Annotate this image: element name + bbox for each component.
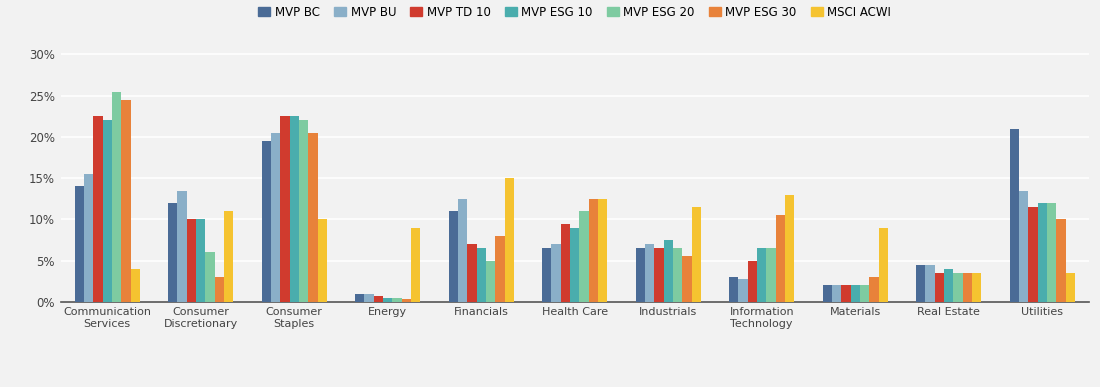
- Bar: [738, 279, 748, 302]
- Bar: [289, 116, 299, 302]
- Bar: [944, 269, 954, 302]
- Bar: [177, 190, 187, 302]
- Bar: [1019, 190, 1028, 302]
- Bar: [131, 269, 140, 302]
- Bar: [673, 248, 682, 302]
- Bar: [767, 248, 775, 302]
- Bar: [785, 195, 794, 302]
- Bar: [925, 265, 935, 302]
- Bar: [972, 273, 981, 302]
- Bar: [570, 228, 580, 302]
- Bar: [1047, 203, 1056, 302]
- Bar: [916, 265, 925, 302]
- Bar: [1056, 219, 1066, 302]
- Bar: [588, 199, 598, 302]
- Bar: [383, 298, 393, 302]
- Bar: [748, 260, 757, 302]
- Bar: [598, 199, 607, 302]
- Bar: [879, 228, 888, 302]
- Bar: [393, 298, 402, 302]
- Bar: [682, 257, 692, 302]
- Bar: [1066, 273, 1075, 302]
- Bar: [962, 273, 972, 302]
- Bar: [168, 203, 177, 302]
- Bar: [692, 207, 701, 302]
- Bar: [757, 248, 767, 302]
- Bar: [214, 277, 224, 302]
- Bar: [860, 285, 869, 302]
- Bar: [206, 252, 214, 302]
- Bar: [187, 219, 196, 302]
- Bar: [468, 244, 476, 302]
- Bar: [729, 277, 738, 302]
- Bar: [94, 116, 102, 302]
- Bar: [823, 285, 832, 302]
- Bar: [935, 273, 944, 302]
- Bar: [551, 244, 561, 302]
- Bar: [262, 141, 271, 302]
- Bar: [776, 215, 785, 302]
- Bar: [458, 199, 468, 302]
- Bar: [832, 285, 842, 302]
- Bar: [580, 211, 588, 302]
- Bar: [1037, 203, 1047, 302]
- Bar: [75, 187, 84, 302]
- Bar: [561, 224, 570, 302]
- Bar: [663, 240, 673, 302]
- Bar: [364, 294, 374, 302]
- Bar: [112, 92, 121, 302]
- Bar: [954, 273, 962, 302]
- Bar: [654, 248, 663, 302]
- Bar: [299, 120, 308, 302]
- Bar: [486, 260, 495, 302]
- Bar: [318, 219, 327, 302]
- Bar: [542, 248, 551, 302]
- Bar: [280, 116, 289, 302]
- Bar: [476, 248, 486, 302]
- Bar: [869, 277, 879, 302]
- Bar: [224, 211, 233, 302]
- Bar: [411, 228, 420, 302]
- Bar: [84, 174, 94, 302]
- Bar: [374, 296, 383, 302]
- Bar: [402, 298, 411, 302]
- Legend: MVP BC, MVP BU, MVP TD 10, MVP ESG 10, MVP ESG 20, MVP ESG 30, MSCI ACWI: MVP BC, MVP BU, MVP TD 10, MVP ESG 10, M…: [254, 1, 895, 23]
- Bar: [1028, 207, 1037, 302]
- Bar: [271, 133, 281, 302]
- Bar: [495, 236, 505, 302]
- Bar: [850, 285, 860, 302]
- Bar: [645, 244, 654, 302]
- Bar: [636, 248, 645, 302]
- Bar: [196, 219, 206, 302]
- Bar: [1010, 128, 1019, 302]
- Bar: [121, 100, 131, 302]
- Bar: [308, 133, 318, 302]
- Bar: [505, 178, 514, 302]
- Bar: [842, 285, 850, 302]
- Bar: [449, 211, 458, 302]
- Bar: [355, 294, 364, 302]
- Bar: [102, 120, 112, 302]
